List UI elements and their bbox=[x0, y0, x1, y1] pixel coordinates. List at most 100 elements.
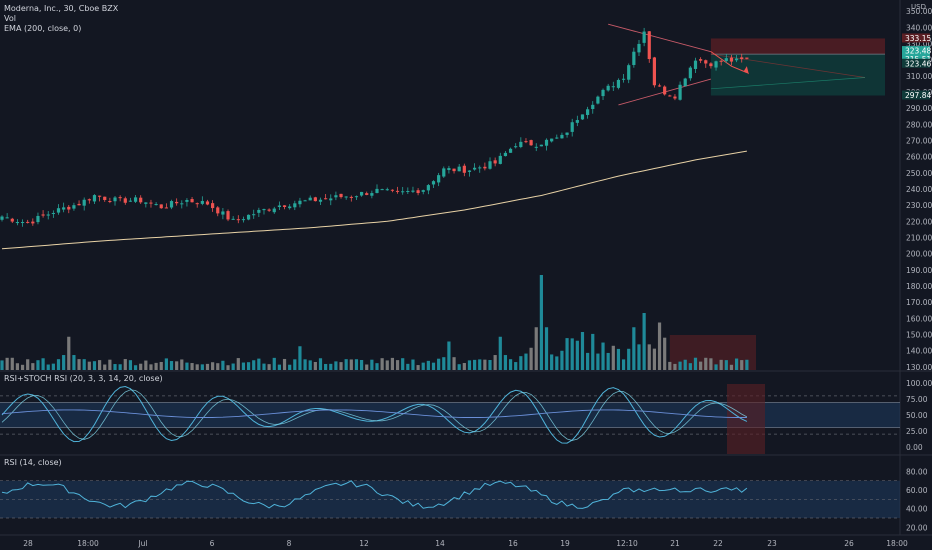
ema-title[interactable]: EMA (200, close, 0) bbox=[4, 24, 82, 33]
candle-body bbox=[678, 84, 682, 100]
candle-body bbox=[457, 166, 461, 172]
candle-body bbox=[113, 197, 117, 202]
volume-bar bbox=[123, 359, 127, 370]
volume-bar bbox=[339, 362, 343, 370]
candle-body bbox=[349, 196, 353, 198]
volume-title[interactable]: Vol bbox=[4, 14, 16, 23]
price-tick-label: 350.00 bbox=[906, 7, 932, 16]
candle-body bbox=[241, 219, 246, 221]
candle-body bbox=[339, 193, 343, 198]
volume-bar bbox=[401, 358, 405, 370]
candle-body bbox=[169, 201, 174, 208]
volume-bar bbox=[190, 363, 194, 370]
volume-bar bbox=[683, 359, 687, 370]
price-tick-label: 330.00 bbox=[906, 40, 932, 49]
volume-bar bbox=[324, 363, 328, 370]
candle-body bbox=[719, 60, 723, 62]
volume-bar bbox=[693, 357, 698, 370]
candle-body bbox=[652, 57, 656, 86]
rsi-stoch-highlight-zone bbox=[727, 384, 765, 454]
volume-bar bbox=[62, 355, 66, 370]
volume-bar bbox=[395, 360, 400, 370]
volume-bar bbox=[113, 364, 117, 370]
candle-body bbox=[401, 191, 405, 193]
volume-bar bbox=[267, 364, 271, 370]
candle-body bbox=[411, 190, 415, 192]
candle-body bbox=[442, 168, 446, 177]
candle-body bbox=[627, 65, 631, 80]
candle-body bbox=[0, 216, 4, 220]
volume-bar bbox=[82, 359, 86, 370]
rsi-smooth-line bbox=[1, 409, 747, 418]
candle-body bbox=[92, 195, 97, 202]
candle-body bbox=[293, 203, 297, 208]
time-tick-label: 28 bbox=[23, 539, 33, 548]
candle-body bbox=[724, 58, 728, 61]
candle-body bbox=[642, 31, 646, 43]
volume-bar bbox=[580, 332, 585, 370]
volume-bar bbox=[462, 362, 466, 370]
candle-body bbox=[77, 203, 81, 206]
candle-body bbox=[483, 166, 487, 169]
volume-bar bbox=[745, 359, 749, 370]
volume-bar bbox=[642, 313, 646, 370]
candle-body bbox=[354, 196, 359, 198]
rsi-stoch-title[interactable]: RSI+STOCH RSI (20, 3, 3, 14, 20, close) bbox=[4, 374, 163, 383]
volume-bar bbox=[139, 363, 143, 370]
price-tick-label: 310.00 bbox=[906, 72, 932, 81]
volume-bar bbox=[236, 358, 240, 370]
volume-bar bbox=[298, 346, 302, 370]
candle-body bbox=[395, 190, 400, 192]
volume-bar bbox=[483, 359, 487, 370]
rsi-stoch-tick-label: 0.00 bbox=[906, 443, 923, 452]
volume-bar bbox=[180, 359, 184, 370]
volume-bar bbox=[673, 363, 677, 370]
volume-bar bbox=[370, 359, 374, 370]
volume-bar bbox=[467, 360, 472, 370]
volume-bar bbox=[714, 364, 718, 370]
price-tick-label: 200.00 bbox=[906, 250, 932, 259]
volume-bar bbox=[205, 363, 210, 370]
price-axis-badge-text: 323.48 bbox=[905, 47, 931, 56]
volume-bar bbox=[457, 364, 461, 370]
candle-body bbox=[570, 122, 574, 132]
volume-bar bbox=[31, 363, 35, 370]
candle-body bbox=[67, 206, 71, 210]
volume-bar bbox=[734, 358, 739, 370]
candle-body bbox=[734, 58, 739, 61]
rsi-title[interactable]: RSI (14, close) bbox=[4, 458, 62, 467]
volume-bar bbox=[627, 348, 631, 370]
candle-body bbox=[123, 198, 127, 203]
time-tick-label: 6 bbox=[210, 539, 215, 548]
candle-body bbox=[632, 51, 636, 65]
candle-body bbox=[729, 57, 734, 62]
price-tick-label: 290.00 bbox=[906, 104, 932, 113]
price-axis-badge bbox=[902, 90, 930, 100]
volume-bar bbox=[652, 348, 656, 370]
candle-body bbox=[211, 203, 215, 209]
price-axis-badge bbox=[902, 33, 930, 43]
rsi-tick-label: 20.00 bbox=[906, 523, 928, 532]
price-axis-badge-text: 297.84 bbox=[905, 91, 931, 100]
candle-body bbox=[688, 67, 692, 79]
price-tick-label: 230.00 bbox=[906, 201, 932, 210]
volume-bar bbox=[46, 364, 50, 370]
volume-bar bbox=[277, 364, 281, 370]
volume-bar bbox=[616, 348, 621, 370]
volume-bar bbox=[103, 364, 107, 370]
candle-body bbox=[51, 213, 55, 215]
volume-bar bbox=[719, 359, 723, 370]
volume-bar bbox=[211, 362, 215, 370]
forecast-arrow bbox=[710, 51, 748, 74]
time-tick-label: 23 bbox=[767, 539, 777, 548]
candle-body bbox=[334, 195, 338, 198]
volume-bar bbox=[175, 361, 179, 370]
symbol-title[interactable]: Moderna, Inc., 30, Cboe BZX bbox=[4, 4, 119, 13]
volume-bar bbox=[36, 360, 40, 370]
volume-bar bbox=[133, 365, 138, 370]
candle-body bbox=[580, 114, 585, 120]
volume-bar bbox=[529, 347, 533, 370]
candle-body bbox=[288, 206, 292, 209]
time-tick-label: 19 bbox=[560, 539, 570, 548]
